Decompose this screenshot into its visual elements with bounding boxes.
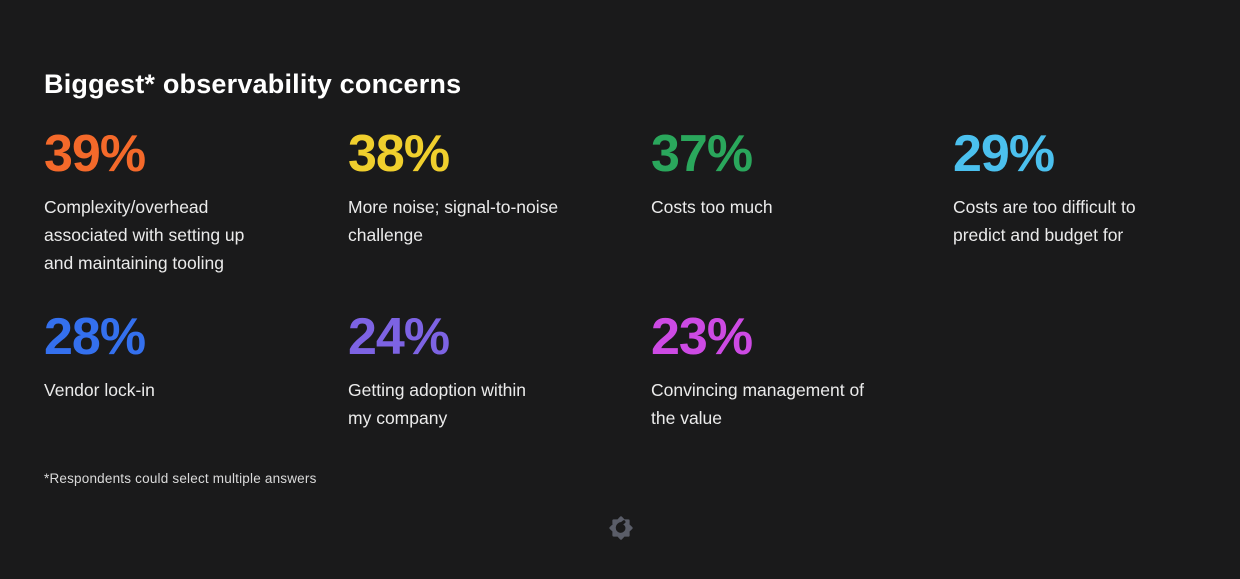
stat-card-budget: 29% Costs are too difficult to predict a… [953,128,1240,249]
stat-label: Costs are too difficult to predict and b… [953,197,1136,245]
stat-label: Complexity/overhead associated with sett… [44,197,245,273]
page-title: Biggest* observability concerns [44,69,462,100]
stat-label: Getting adoption within my company [348,380,527,428]
stat-label: Vendor lock-in [44,380,155,400]
stat-value: 37% [651,125,753,183]
logo-spiral [615,520,626,533]
stat-value: 24% [348,308,450,366]
stat-card-lockin: 28% Vendor lock-in [44,311,336,404]
stat-card-costs: 37% Costs too much [651,128,943,221]
stat-card-noise: 38% More noise; signal-to-noise challeng… [348,128,640,249]
stat-value: 29% [953,125,1055,183]
stat-label: Costs too much [651,197,773,217]
stat-label: More noise; signal-to-noise challenge [348,197,559,245]
stat-value: 23% [651,308,753,366]
footnote: *Respondents could select multiple answe… [44,471,317,486]
stat-value: 28% [44,308,146,366]
stat-card-complexity: 39% Complexity/overhead associated with … [44,128,336,277]
stat-value: 39% [44,125,146,183]
grafana-logo-icon [609,516,633,540]
stat-label: Convincing management of the value [651,380,865,428]
stat-value: 38% [348,125,450,183]
stat-card-adoption: 24% Getting adoption within my company [348,311,640,432]
stat-card-management: 23% Convincing management of the value [651,311,943,432]
